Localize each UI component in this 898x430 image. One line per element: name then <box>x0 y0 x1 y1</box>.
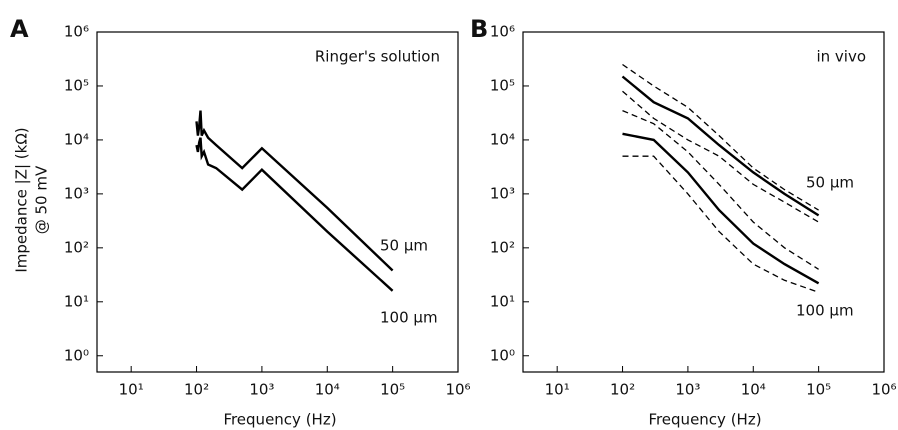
annotation: 100 μm <box>796 302 854 320</box>
y-tick-label: 10⁶ <box>490 23 515 41</box>
series-line <box>622 132 820 285</box>
y-axis-label: @ 50 mV <box>33 165 51 234</box>
x-tick-label: 10⁶ <box>871 381 896 399</box>
annotation: Ringer's solution <box>315 48 440 66</box>
y-tick-label: 10¹ <box>490 292 515 310</box>
x-tick-label: 10⁵ <box>380 381 405 399</box>
annotation: 100 μm <box>380 309 438 327</box>
x-axis-label: Frequency (Hz) <box>223 411 336 429</box>
y-tick-label: 10² <box>490 238 515 256</box>
y-tick-label: 10¹ <box>64 292 89 310</box>
series-line <box>622 155 819 293</box>
x-tick-label: 10⁴ <box>315 381 340 399</box>
annotation: 50 μm <box>380 237 428 255</box>
y-tick-label: 10³ <box>490 184 515 202</box>
plot-frame <box>522 31 885 373</box>
y-tick-label: 10² <box>64 238 89 256</box>
y-tick-label: 10⁰ <box>490 346 515 364</box>
x-tick-label: 10¹ <box>545 381 570 399</box>
x-tick-label: 10⁴ <box>741 381 766 399</box>
y-tick-label: 10⁵ <box>490 76 515 94</box>
y-tick-label: 10⁴ <box>64 130 89 148</box>
y-axis-label: Impedance |Z| (kΩ) <box>13 127 31 272</box>
series-line <box>622 63 819 211</box>
x-tick-label: 10³ <box>675 381 700 399</box>
series-line <box>621 75 820 217</box>
y-tick-label: 10³ <box>64 184 89 202</box>
x-tick-label: 10³ <box>249 381 274 399</box>
x-tick-label: 10⁵ <box>806 381 831 399</box>
y-tick-label: 10⁶ <box>64 23 89 41</box>
annotation: in vivo <box>816 48 866 66</box>
panel-label: A <box>10 15 29 43</box>
series-line <box>195 110 394 272</box>
panel-label: B <box>470 15 488 43</box>
x-tick-label: 10⁶ <box>445 381 470 399</box>
y-tick-label: 10⁰ <box>64 346 89 364</box>
plot-frame <box>96 31 459 373</box>
x-tick-label: 10¹ <box>119 381 144 399</box>
series-line <box>622 90 819 223</box>
x-axis-label: Frequency (Hz) <box>648 411 761 429</box>
annotation: 50 μm <box>806 174 854 192</box>
x-tick-label: 10² <box>610 381 635 399</box>
y-tick-label: 10⁵ <box>64 76 89 94</box>
series-line <box>195 137 394 292</box>
x-tick-label: 10² <box>184 381 209 399</box>
series-line <box>622 110 819 270</box>
y-tick-label: 10⁴ <box>490 130 515 148</box>
